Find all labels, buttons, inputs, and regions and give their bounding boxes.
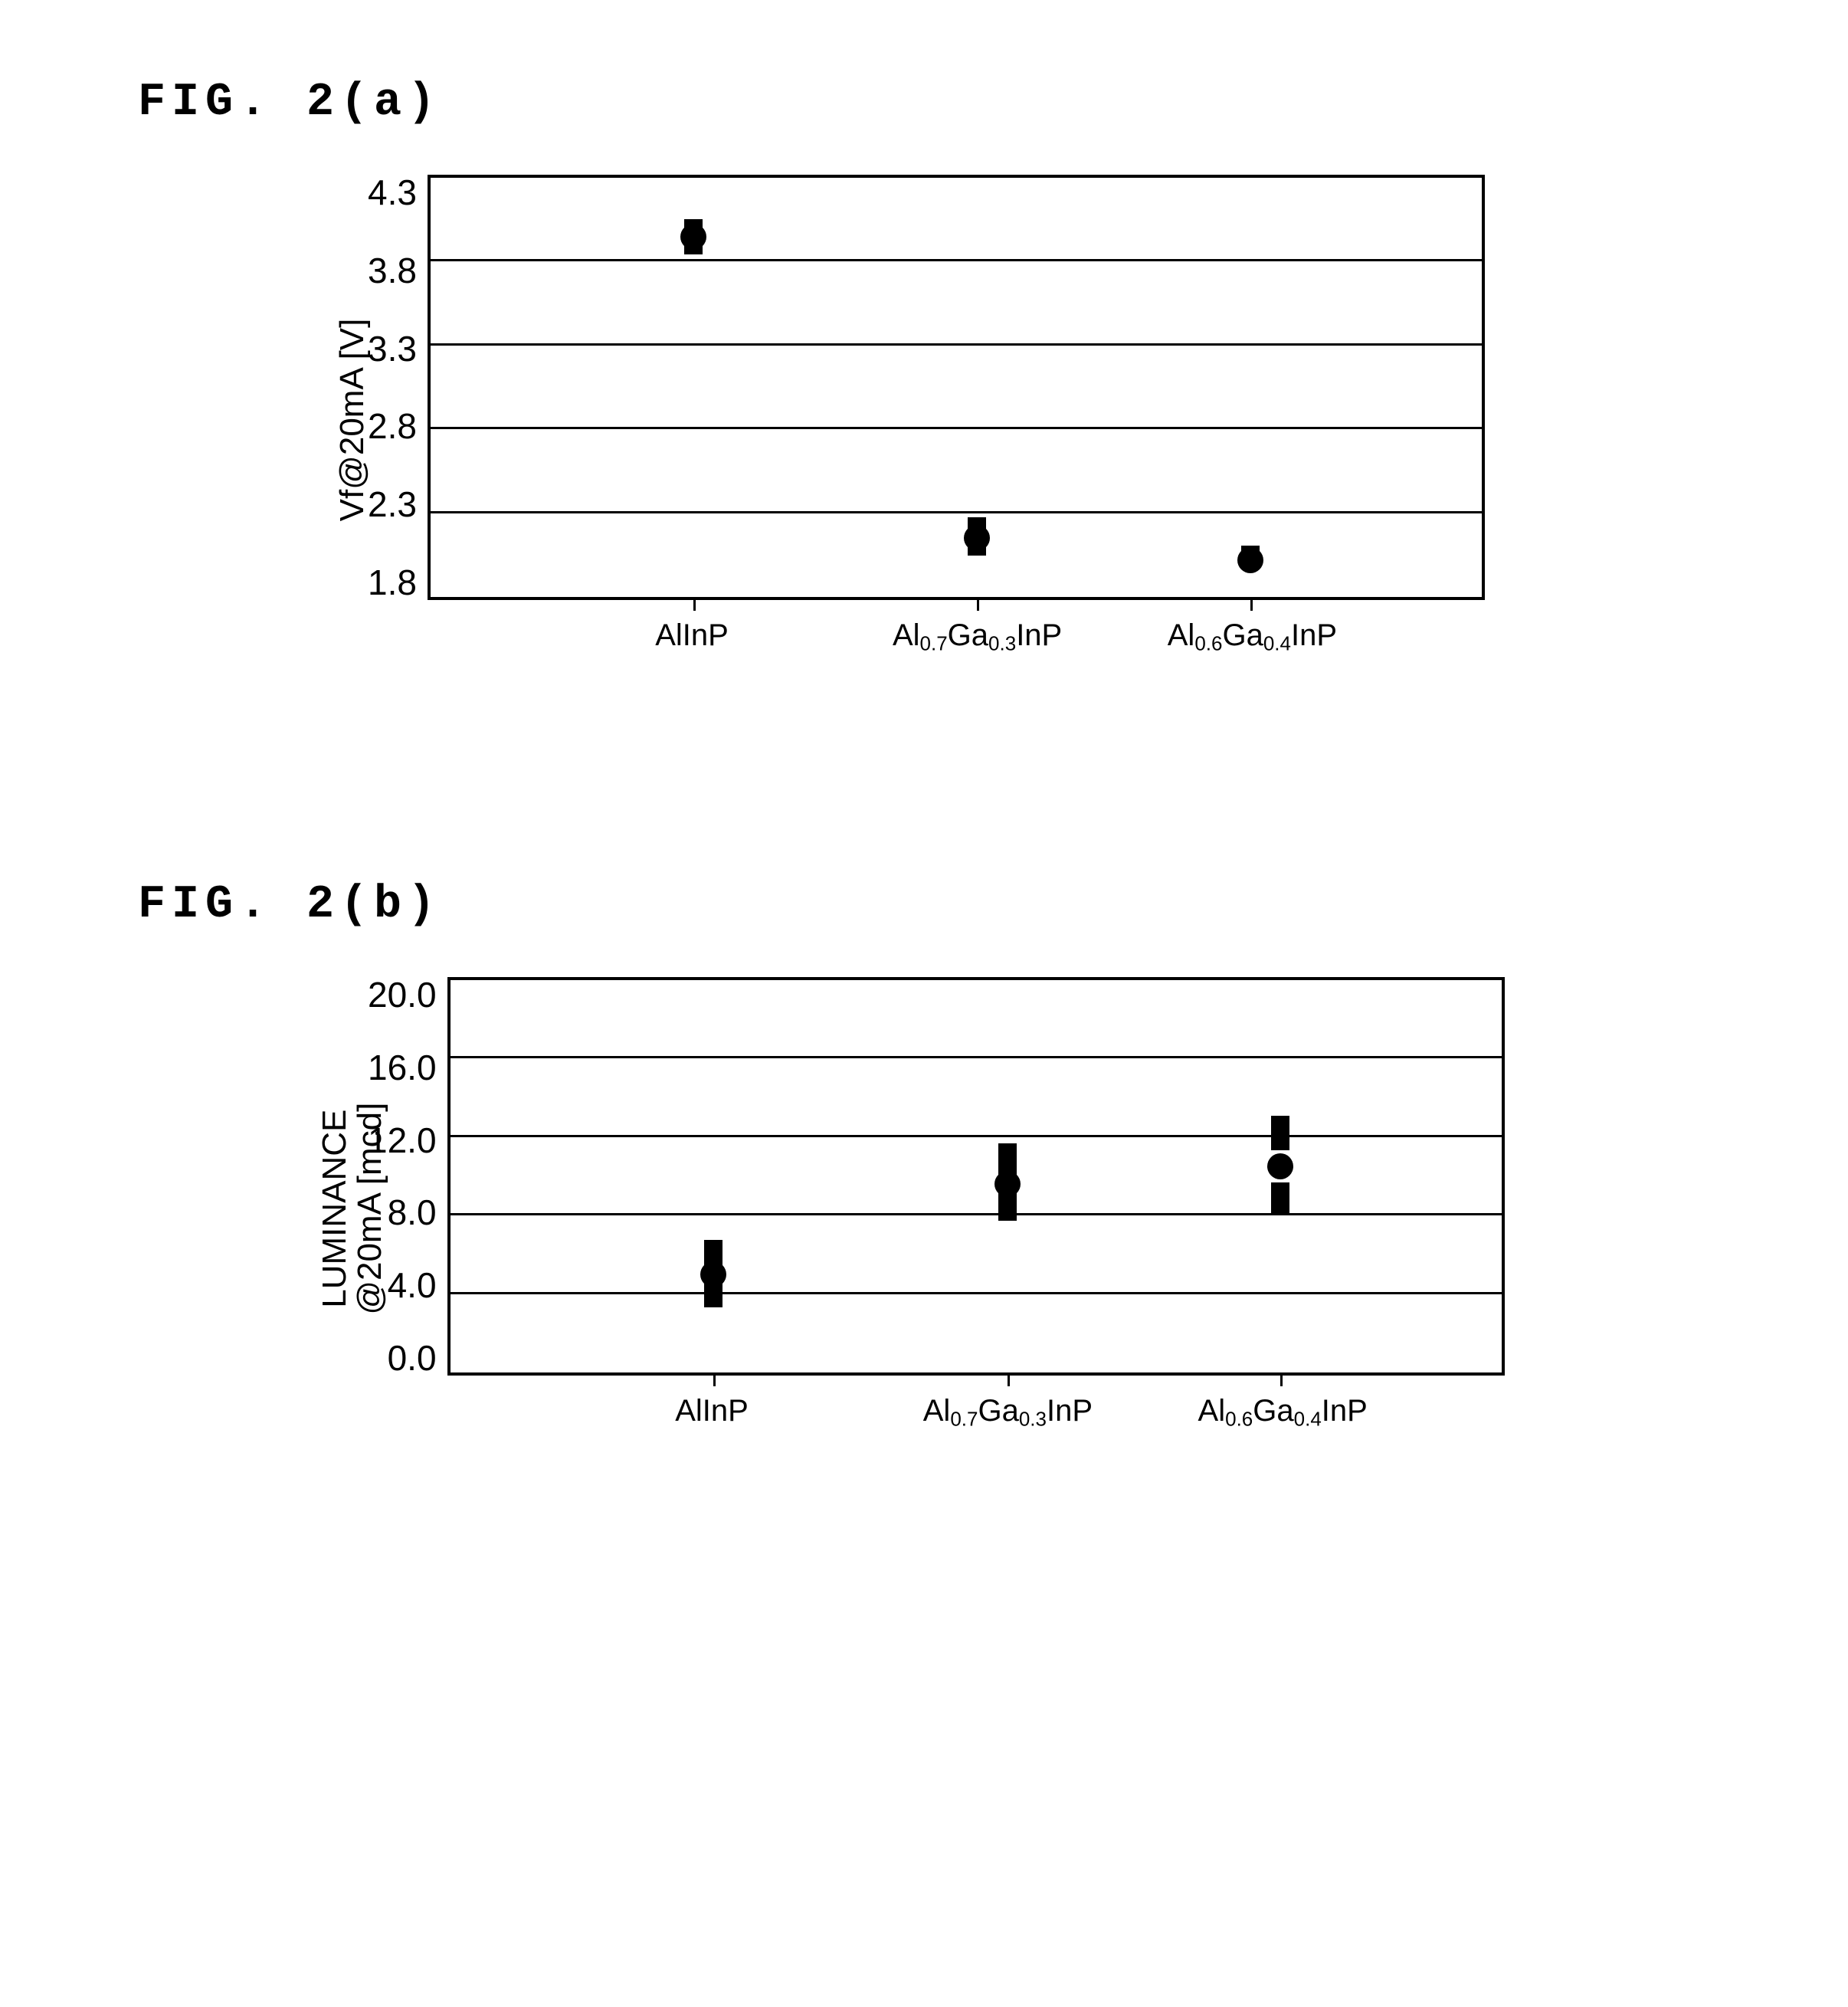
ytick-label: 4.0	[388, 1267, 437, 1303]
data-point-square	[704, 1250, 722, 1268]
chart-b-plot	[447, 977, 1505, 1376]
gridline	[431, 343, 1482, 346]
data-point-square	[1271, 1195, 1289, 1213]
chart-b-ylabel: LUMINANCE @20mA [mcd]	[317, 1193, 388, 1224]
figure-2a-label: FIG. 2(a)	[138, 77, 1710, 129]
ytick-label: 3.8	[368, 253, 417, 288]
chart-b-ylabel-line1: LUMINANCE	[317, 1103, 352, 1315]
data-point-square	[684, 236, 703, 254]
xcategory-label: Al0.6Ga0.4InP	[1168, 618, 1337, 656]
data-point-square	[704, 1289, 722, 1307]
data-point-square	[998, 1157, 1017, 1176]
xtick-mark	[1008, 1372, 1010, 1386]
ytick-label: 2.8	[368, 408, 417, 444]
chart-b-ylabel-line2: @20mA [mcd]	[352, 1103, 388, 1315]
chart-a-plot	[428, 175, 1485, 600]
xcategory-label: AlInP	[655, 618, 729, 653]
chart-a-wrap: Vf@20mA [V] 4.33.83.32.82.31.8 AlInPAl0.…	[337, 175, 1710, 664]
data-point-square	[1271, 1132, 1289, 1150]
data-point-square	[684, 219, 703, 238]
xcategory-label: Al0.7Ga0.3InP	[893, 618, 1062, 656]
figure-2b: FIG. 2(b) LUMINANCE @20mA [mcd] 20.0 16.0…	[138, 879, 1710, 1440]
data-point-square	[998, 1202, 1017, 1221]
chart-a-xlabels: AlInP Al0.7Ga0.3InP Al0.6Ga0.4InP	[428, 618, 1485, 664]
xcategory-label: Al0.7Ga0.3InP	[923, 1394, 1093, 1431]
gridline	[431, 259, 1482, 261]
chart-b-body: 20.016.012.08.04.00.0 AlInPAl0.7Ga0.3InP…	[368, 977, 1505, 1440]
ytick-label: 0.0	[388, 1340, 437, 1376]
ytick-label: 4.3	[368, 175, 417, 210]
figure-2b-label: FIG. 2(b)	[138, 879, 1710, 931]
xtick-mark	[977, 597, 979, 611]
gridline	[451, 1135, 1502, 1137]
chart-b-plot-row: 20.016.012.08.04.00.0	[368, 977, 1505, 1376]
chart-a-yticks: 4.3 3.8 3.3 2.8 2.3 1.8	[368, 175, 428, 600]
data-point-square	[1241, 546, 1260, 564]
xcategory-label: Al0.6Ga0.4InP	[1198, 1394, 1368, 1431]
ytick-label: 3.3	[368, 331, 417, 366]
chart-a-plot-row: 4.3 3.8 3.3 2.8 2.3 1.8	[368, 175, 1485, 600]
ytick-label: 20.0	[368, 977, 437, 1012]
gridline	[451, 1213, 1502, 1215]
xtick-mark	[693, 597, 696, 611]
chart-a-ylabel: Vf@20mA [V]	[333, 405, 372, 435]
data-point-square	[968, 517, 986, 536]
ytick-label: 2.3	[368, 487, 417, 522]
figure-2a: FIG. 2(a) Vf@20mA [V] 4.3 3.8 3.3 2.8 2.3 1.8…	[138, 77, 1710, 664]
ytick-label: 1.8	[368, 565, 417, 600]
gridline	[451, 1056, 1502, 1058]
ytick-label: 8.0	[388, 1195, 437, 1230]
chart-b-wrap: LUMINANCE @20mA [mcd] 20.016.012.08.04.0…	[337, 977, 1710, 1440]
gridline	[451, 1292, 1502, 1294]
xtick-mark	[1250, 597, 1253, 611]
xtick-mark	[713, 1372, 716, 1386]
gridline	[431, 427, 1482, 429]
chart-b-xlabels: AlInP Al0.7Ga0.3InP Al0.6Ga0.4InP	[447, 1394, 1505, 1440]
xtick-mark	[1280, 1372, 1283, 1386]
data-point-circle	[1267, 1153, 1293, 1179]
xcategory-label: AlInP	[675, 1394, 749, 1428]
chart-a-ylabel-text: Vf@20mA [V]	[333, 318, 372, 521]
data-point-square	[968, 537, 986, 556]
chart-a-body: 4.3 3.8 3.3 2.8 2.3 1.8 AlInP Al0.7Ga0.3InP Al0…	[368, 175, 1485, 664]
gridline	[431, 511, 1482, 513]
ytick-label: 16.0	[368, 1050, 437, 1085]
